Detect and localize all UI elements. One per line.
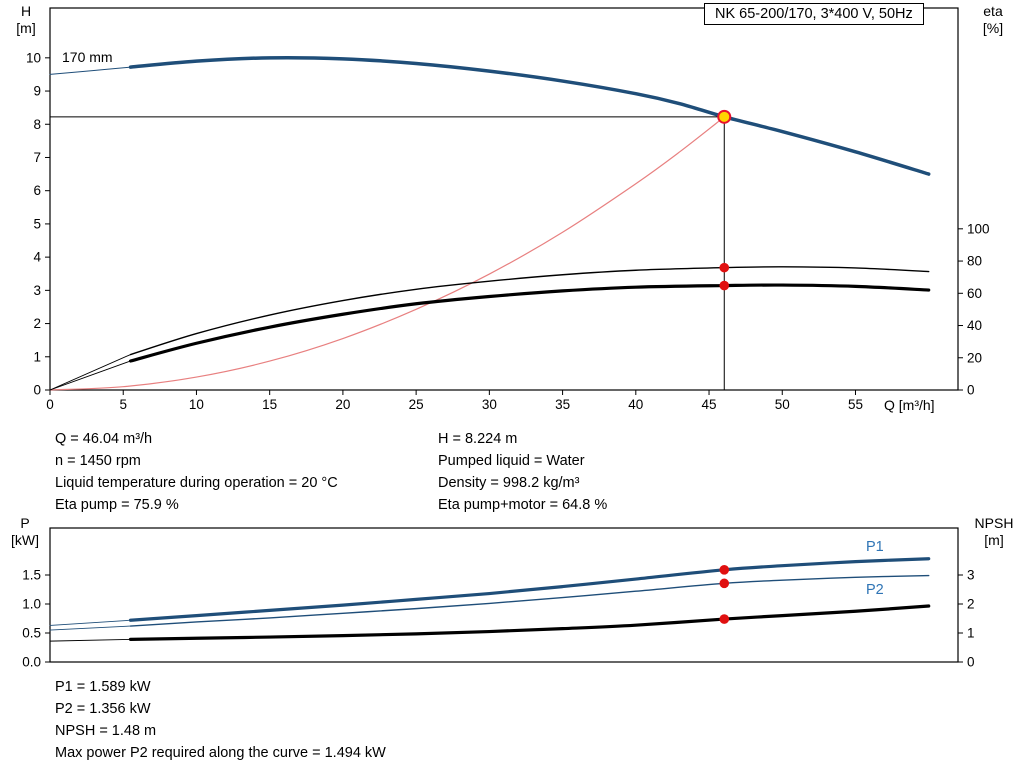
svg-text:2: 2 xyxy=(33,316,41,331)
svg-text:20: 20 xyxy=(967,350,982,365)
svg-text:1: 1 xyxy=(967,625,975,640)
q-axis-label: Q [m³/h] xyxy=(884,397,935,413)
svg-text:8: 8 xyxy=(33,117,41,132)
eta-axis-label: eta [%] xyxy=(970,3,1016,37)
result-npsh: NPSH = 1.48 m xyxy=(55,723,157,739)
svg-text:0.5: 0.5 xyxy=(22,625,41,640)
svg-text:0: 0 xyxy=(967,383,975,398)
h-axis-title: H xyxy=(20,3,32,19)
svg-text:35: 35 xyxy=(555,397,570,412)
svg-text:5: 5 xyxy=(119,397,127,412)
result-p2: P2 = 1.356 kW xyxy=(55,701,151,717)
info-eta-pump: Eta pump = 75.9 % xyxy=(55,497,179,513)
info-liquid-temperature: Liquid temperature during operation = 20… xyxy=(55,475,338,491)
p-axis-title: P xyxy=(20,515,30,531)
svg-text:7: 7 xyxy=(33,150,41,165)
eta-axis-title: eta xyxy=(983,3,1003,19)
pump-title-box: NK 65-200/170, 3*400 V, 50Hz xyxy=(704,3,924,25)
svg-text:20: 20 xyxy=(335,397,350,412)
result-p1: P1 = 1.589 kW xyxy=(55,679,151,695)
svg-text:1.0: 1.0 xyxy=(22,596,41,611)
svg-text:1: 1 xyxy=(33,349,41,364)
svg-text:60: 60 xyxy=(967,286,982,301)
info-pumped-liquid: Pumped liquid = Water xyxy=(438,453,585,469)
power-npsh-chart[interactable]: 0.0 0.5 1.0 1.5 0 1 2 3 xyxy=(0,518,1024,678)
impeller-diameter-label: 170 mm xyxy=(62,49,113,65)
p-axis-label: P [kW] xyxy=(2,515,48,549)
svg-text:6: 6 xyxy=(33,183,41,198)
svg-text:30: 30 xyxy=(482,397,497,412)
svg-text:15: 15 xyxy=(262,397,277,412)
p-axis-unit: [kW] xyxy=(11,532,39,548)
eta-axis-unit: [%] xyxy=(982,20,1004,36)
svg-text:0.0: 0.0 xyxy=(22,655,41,670)
info-head: H = 8.224 m xyxy=(438,431,518,447)
svg-text:25: 25 xyxy=(409,397,424,412)
svg-text:10: 10 xyxy=(26,50,41,65)
svg-text:9: 9 xyxy=(33,84,41,99)
info-column-right: H = 8.224 m Pumped liquid = Water Densit… xyxy=(438,428,607,516)
svg-text:2: 2 xyxy=(967,596,975,611)
svg-text:0: 0 xyxy=(46,397,54,412)
svg-text:100: 100 xyxy=(967,221,990,236)
info-density: Density = 998.2 kg/m³ xyxy=(438,475,580,491)
svg-text:40: 40 xyxy=(628,397,643,412)
npsh-axis-unit: [m] xyxy=(984,532,1004,548)
npsh-axis-title: NPSH xyxy=(974,515,1014,531)
svg-text:3: 3 xyxy=(33,283,41,298)
hq-curve-chart[interactable]: 0 5 10 15 20 25 30 35 40 45 50 55012345678910020406… xyxy=(0,0,1024,418)
svg-text:45: 45 xyxy=(702,397,717,412)
h-axis-unit: [m] xyxy=(16,20,36,36)
p2-curve-label: P2 xyxy=(866,582,884,598)
svg-text:55: 55 xyxy=(848,397,863,412)
info-flow: Q = 46.04 m³/h xyxy=(55,431,153,447)
svg-text:0: 0 xyxy=(33,383,41,398)
svg-text:0: 0 xyxy=(967,655,975,670)
h-axis-label: H [m] xyxy=(6,3,46,37)
result-max-power: Max power P2 required along the curve = … xyxy=(55,745,386,761)
svg-text:10: 10 xyxy=(189,397,204,412)
svg-text:5: 5 xyxy=(33,216,41,231)
svg-text:40: 40 xyxy=(967,318,982,333)
svg-text:3: 3 xyxy=(967,567,975,582)
p1-curve-label: P1 xyxy=(866,539,884,555)
result-block: P1 = 1.589 kW P2 = 1.356 kW NPSH = 1.48 … xyxy=(55,676,386,764)
info-speed: n = 1450 rpm xyxy=(55,453,141,469)
info-eta-pump-motor: Eta pump+motor = 64.8 % xyxy=(438,497,608,513)
npsh-axis-label: NPSH [m] xyxy=(966,515,1022,549)
svg-text:80: 80 xyxy=(967,254,982,269)
info-column-left: Q = 46.04 m³/h n = 1450 rpm Liquid tempe… xyxy=(55,428,338,516)
svg-text:50: 50 xyxy=(775,397,790,412)
svg-text:1.5: 1.5 xyxy=(22,567,41,582)
svg-text:4: 4 xyxy=(33,250,41,265)
